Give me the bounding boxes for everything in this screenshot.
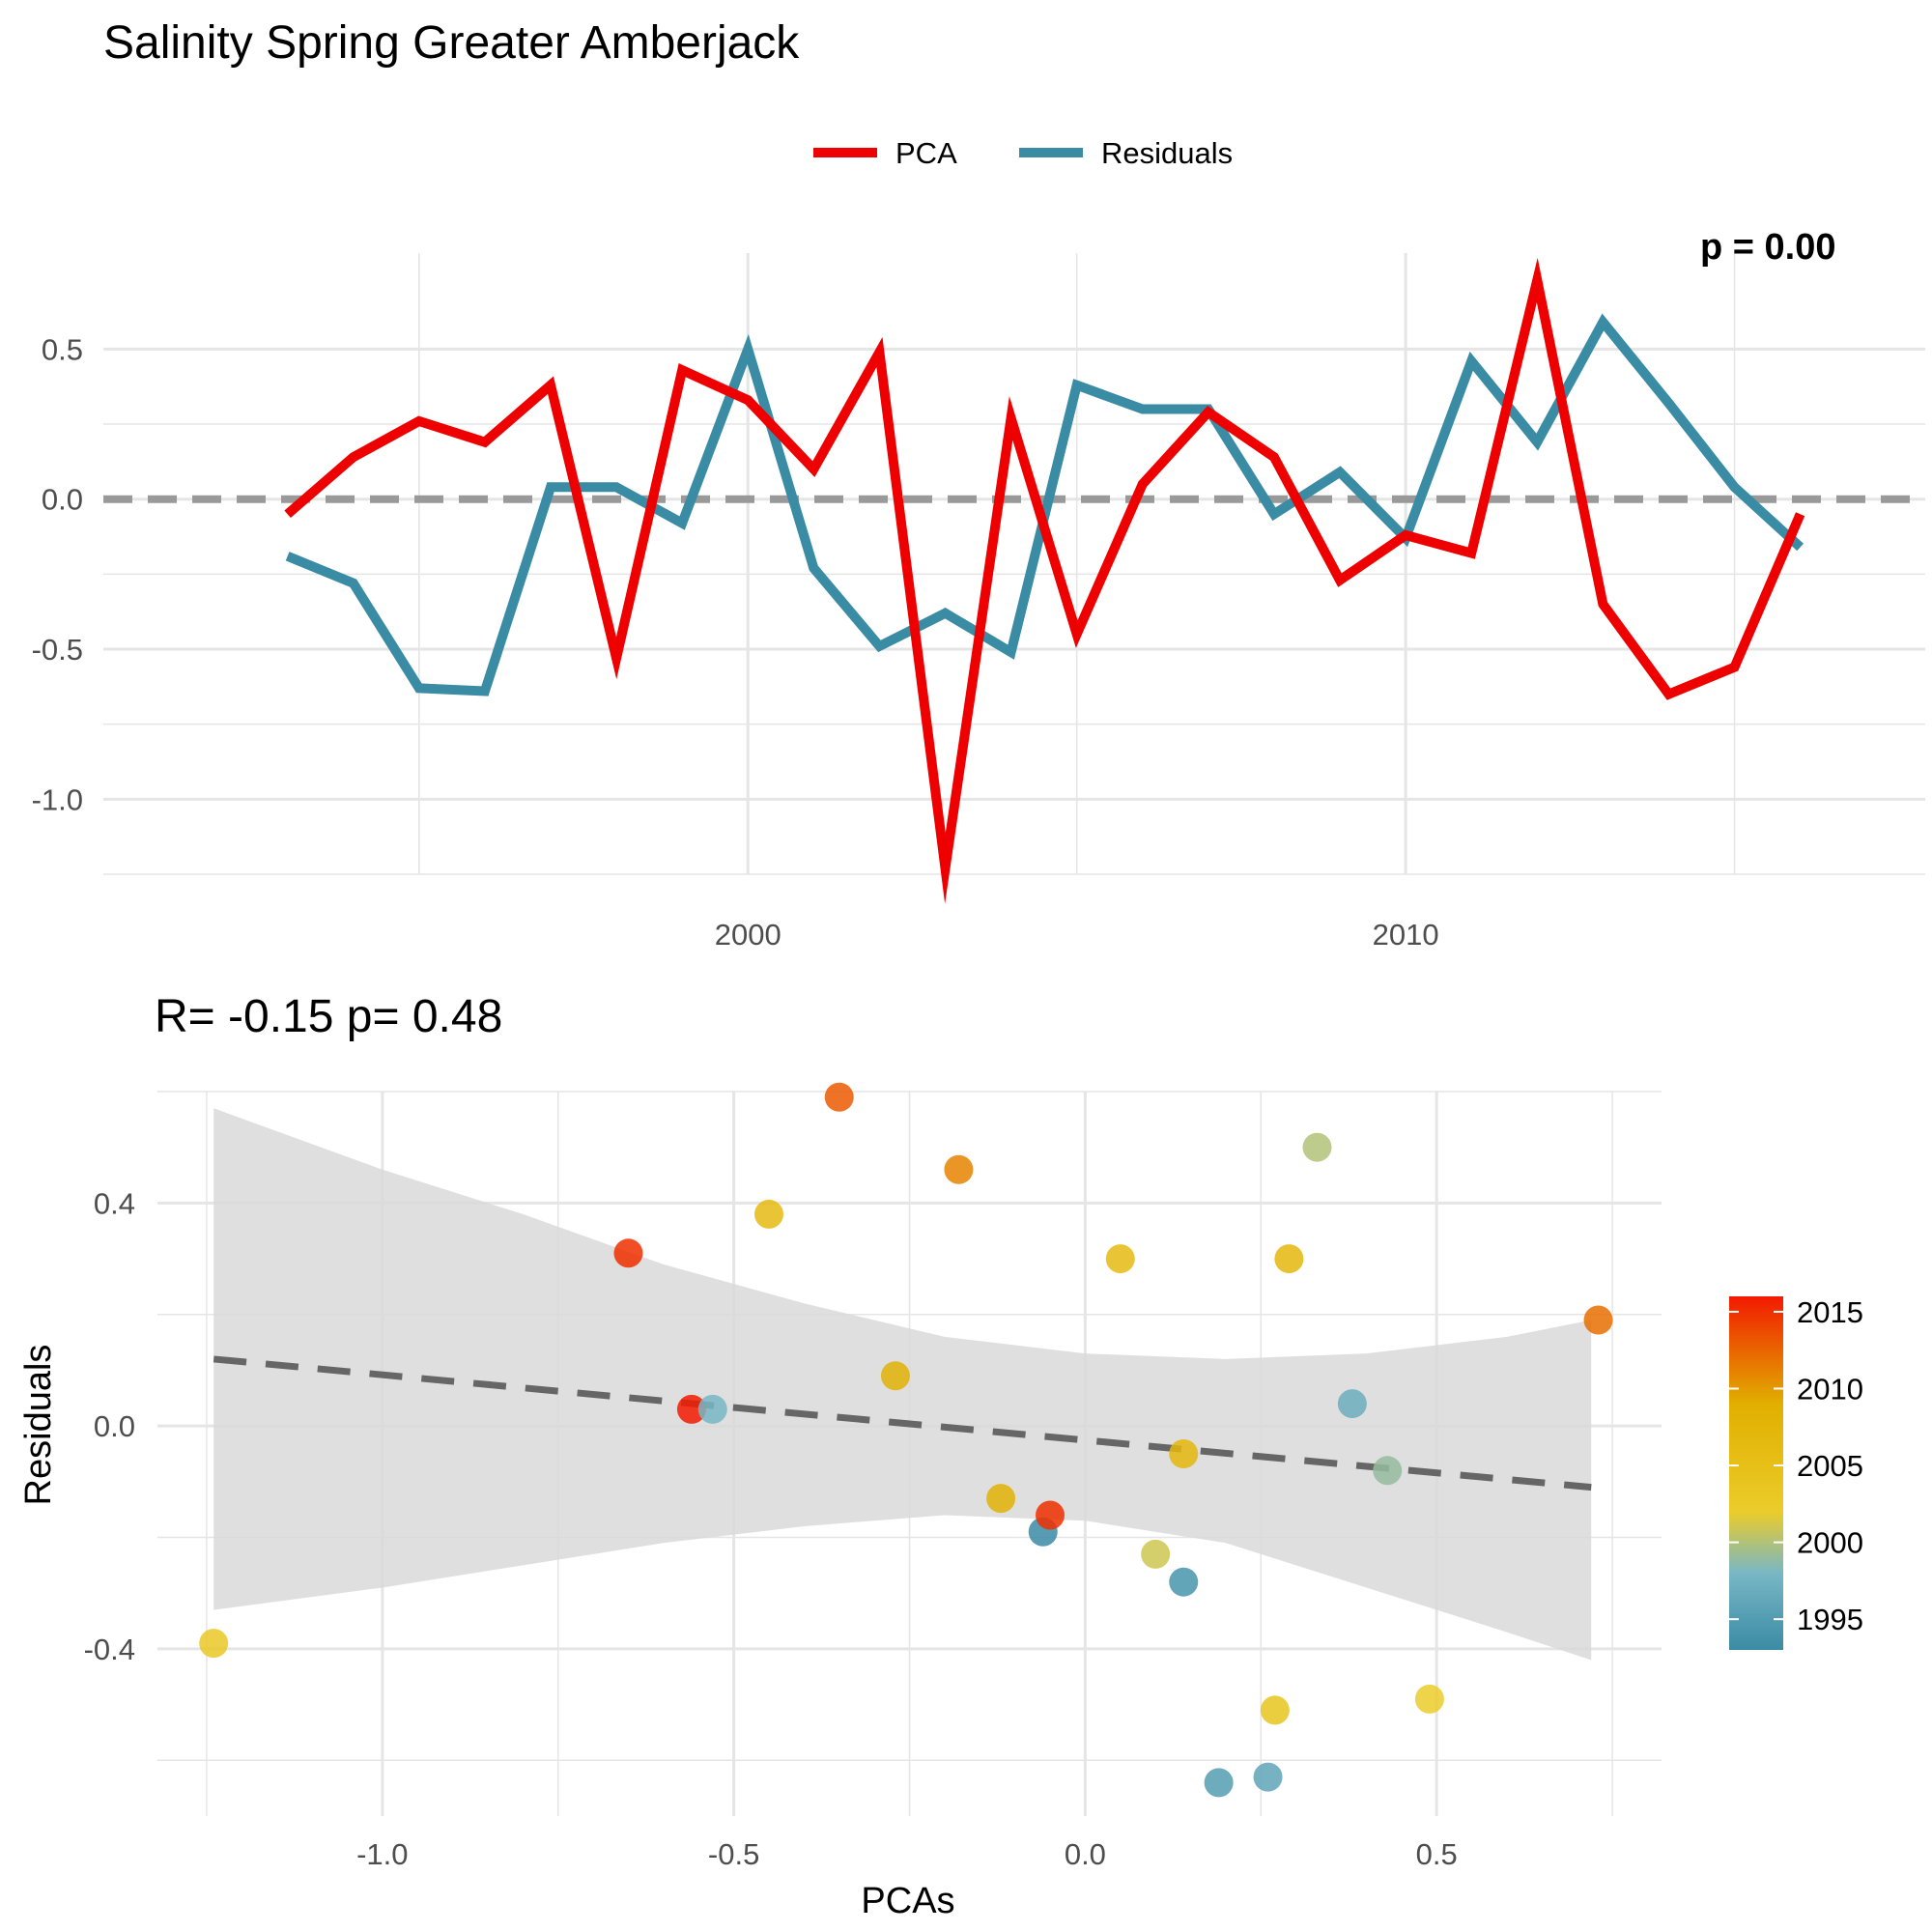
y-axis-title: Residuals [18,1345,59,1506]
scatter-x-ticks: -1.0 -0.5 0.0 0.5 [356,1837,1458,1871]
data-point [1204,1768,1234,1798]
data-point [1253,1762,1283,1792]
legend-label-residuals: Residuals [1101,136,1233,170]
data-point [1414,1684,1444,1714]
data-point [199,1629,229,1659]
data-point [1583,1305,1613,1335]
data-point [824,1082,854,1112]
x-tick-label: 2000 [715,918,781,952]
colorbar-tick-label: 2010 [1797,1372,1863,1406]
series-line-residuals [285,313,1804,696]
data-point [1373,1456,1403,1486]
data-point [697,1394,727,1424]
scatter-points [199,1082,1613,1798]
partial-annotation: p = 0.00 [1700,227,1835,268]
data-point [944,1154,974,1184]
y-tick-label: -0.5 [32,633,83,667]
colorbar-tick-label: 1995 [1797,1603,1863,1636]
x-tick-label: 2010 [1373,918,1439,952]
line-panel: p = 0.00 0.5 0.0 -0.5 -1.0 2000 2010 [32,227,1925,952]
legend-label-pca: PCA [895,136,957,170]
line-series [284,257,1805,904]
y-tick-label: -1.0 [32,782,83,816]
scatter-y-ticks: 0.4 0.0 -0.4 [84,1186,135,1666]
data-point [880,1361,910,1391]
data-point [1274,1244,1304,1274]
y-tick-label: 0.0 [42,483,83,517]
figure-title: Salinity Spring Greater Amberjack [103,17,800,69]
data-point [753,1199,783,1229]
data-point [1302,1132,1332,1162]
regression-line [213,1355,1592,1492]
legend: PCA Residuals [813,136,1233,170]
data-point [1169,1567,1199,1597]
line-panel-y-ticks: 0.5 0.0 -0.5 -1.0 [32,332,83,816]
scatter-panel: 0.4 0.0 -0.4 -1.0 -0.5 0.0 0.5 PCAs Residuals [18,1082,1662,1921]
data-point [1337,1389,1367,1419]
data-point [1141,1539,1171,1569]
series-line-pca [284,257,1805,904]
y-tick-label: -0.4 [84,1633,135,1666]
x-tick-label: -0.5 [708,1837,759,1871]
y-tick-label: 0.4 [94,1186,135,1220]
data-point [1105,1244,1135,1274]
colorbar-tick-label: 2000 [1797,1526,1863,1560]
colorbar: 2015 2010 2005 2000 1995 [1729,1295,1863,1650]
data-point [1260,1695,1290,1725]
data-point [986,1484,1016,1514]
colorbar-gradient [1729,1296,1783,1650]
data-point [1036,1500,1065,1530]
data-point [676,1394,706,1424]
colorbar-tick-label: 2015 [1797,1295,1863,1329]
line-panel-x-ticks: 2000 2010 [715,918,1439,952]
data-point [1169,1439,1199,1468]
y-tick-label: 0.0 [94,1409,135,1443]
line-panel-grid [103,253,1925,875]
x-tick-label: 0.0 [1065,1837,1106,1871]
data-point [613,1238,643,1268]
x-axis-title: PCAs [861,1881,954,1921]
y-tick-label: 0.5 [42,332,83,366]
scatter-title: R= -0.15 p= 0.48 [155,991,502,1042]
colorbar-ticks: 2015 2010 2005 2000 1995 [1729,1295,1863,1636]
x-tick-label: -1.0 [356,1837,408,1871]
x-tick-label: 0.5 [1416,1837,1458,1871]
colorbar-tick-label: 2005 [1797,1449,1863,1483]
